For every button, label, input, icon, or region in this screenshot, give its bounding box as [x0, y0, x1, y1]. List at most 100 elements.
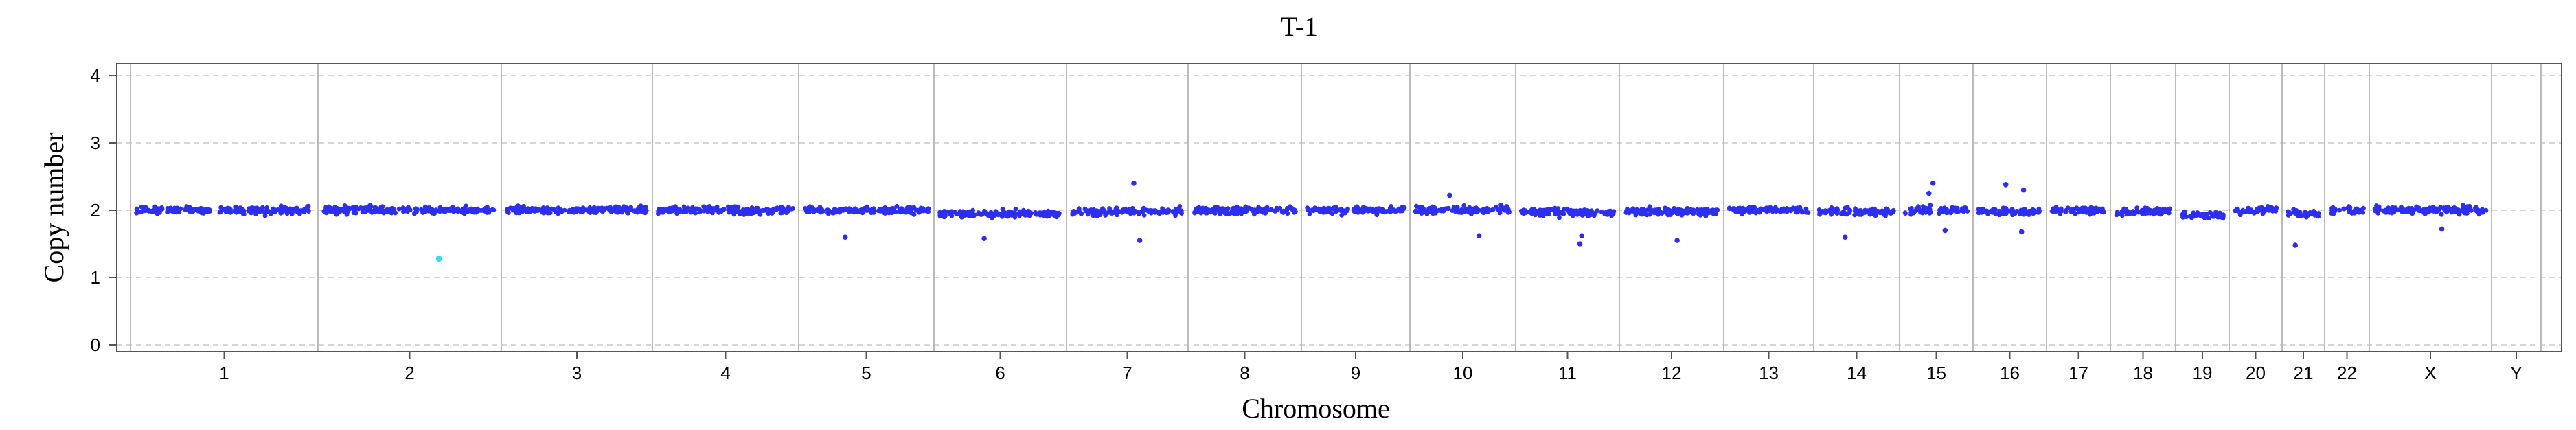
- data-point: [1489, 207, 1494, 213]
- data-point: [2467, 206, 2473, 212]
- data-point: [165, 210, 170, 215]
- data-point: [657, 208, 662, 213]
- data-point: [891, 206, 896, 212]
- data-point: [1461, 203, 1467, 208]
- data-point: [2180, 214, 2185, 220]
- x-tick-label: Y: [2510, 363, 2522, 383]
- data-point: [2390, 208, 2395, 214]
- data-point: [743, 209, 749, 214]
- data-point: [2457, 212, 2462, 217]
- data-point: [1713, 211, 1718, 216]
- data-point: [2027, 212, 2031, 217]
- data-point: [1106, 210, 1112, 215]
- data-point: [2009, 207, 2015, 212]
- data-point: [660, 210, 665, 215]
- data-point: [1834, 211, 1840, 216]
- plot-frame: [116, 63, 2562, 352]
- data-point: [1943, 208, 1948, 214]
- y-tick-label: 3: [91, 133, 100, 153]
- data-point: [242, 212, 247, 217]
- data-point: [258, 207, 263, 213]
- data-point: [505, 207, 510, 212]
- data-point: [1992, 211, 1998, 216]
- data-point: [2248, 210, 2253, 215]
- data-point: [491, 207, 497, 213]
- data-point: [1056, 211, 1062, 216]
- data-point: [1463, 207, 1468, 212]
- data-point: [784, 207, 789, 212]
- data-point: [1098, 210, 1104, 215]
- data-point: [1948, 210, 1954, 216]
- data-point: [1561, 212, 1566, 216]
- x-tick-label: 15: [1926, 363, 1946, 383]
- data-point: [1691, 210, 1697, 215]
- data-point: [894, 203, 900, 209]
- data-point: [2235, 207, 2240, 212]
- x-tick-label: 13: [1759, 363, 1779, 383]
- data-point: [1360, 206, 1366, 212]
- data-point: [966, 213, 971, 218]
- data-point: [2146, 208, 2151, 214]
- data-point: [1451, 205, 1457, 210]
- data-point: [711, 207, 716, 212]
- data-point: [2400, 209, 2405, 214]
- data-point: [1788, 208, 1794, 214]
- data-point: [1172, 210, 1176, 215]
- data-point: [911, 205, 917, 210]
- data-point: [544, 209, 549, 214]
- data-point: [152, 209, 158, 214]
- data-point: [1367, 208, 1372, 213]
- data-point: [937, 210, 942, 215]
- data-point: [2064, 209, 2069, 214]
- data-point: [1534, 211, 1539, 216]
- data-point: [553, 209, 558, 214]
- data-point: [463, 208, 468, 214]
- x-tick-label: 11: [1558, 363, 1577, 383]
- data-point: [2375, 208, 2381, 214]
- data-point: [1633, 212, 1639, 218]
- outlier-point: [1447, 192, 1452, 199]
- data-point: [1678, 208, 1683, 213]
- data-point: [475, 206, 480, 212]
- data-point: [1757, 210, 1762, 215]
- data-point: [549, 206, 554, 212]
- data-point: [2405, 210, 2410, 214]
- data-point: [1071, 209, 1076, 214]
- outlier-point: [1930, 181, 1936, 186]
- data-point: [2474, 208, 2479, 214]
- data-point: [2187, 214, 2193, 219]
- data-point: [1212, 205, 1218, 210]
- outlier-point: [1579, 233, 1584, 239]
- x-tick-label: 10: [1453, 363, 1473, 383]
- data-point: [1656, 212, 1661, 217]
- data-point: [1545, 211, 1550, 216]
- data-point: [714, 204, 720, 210]
- data-point: [1771, 208, 1777, 213]
- data-point: [262, 213, 268, 218]
- data-point: [440, 208, 445, 214]
- x-tick-label: 7: [1122, 363, 1132, 383]
- x-tick-label: 8: [1240, 363, 1249, 383]
- data-point: [1114, 205, 1119, 211]
- data-point: [867, 207, 872, 213]
- x-tick-label: 16: [2000, 363, 2020, 383]
- data-point: [1452, 209, 1458, 214]
- data-point: [859, 208, 865, 214]
- data-point: [266, 208, 271, 214]
- outlier-point: [842, 234, 848, 240]
- data-point: [1827, 208, 1833, 214]
- x-tick-label: 18: [2133, 363, 2153, 383]
- outlier-point: [1842, 234, 1848, 240]
- data-point: [1485, 207, 1491, 212]
- data-point: [2454, 208, 2459, 213]
- data-point: [341, 207, 345, 213]
- data-point: [414, 209, 419, 214]
- data-point: [1383, 209, 1389, 214]
- data-point: [420, 208, 426, 214]
- data-point: [1551, 207, 1556, 213]
- outlier-point: [1137, 238, 1143, 243]
- data-point: [2049, 209, 2055, 214]
- data-point: [1212, 209, 1217, 214]
- data-point: [1012, 214, 1018, 220]
- data-point: [345, 209, 350, 214]
